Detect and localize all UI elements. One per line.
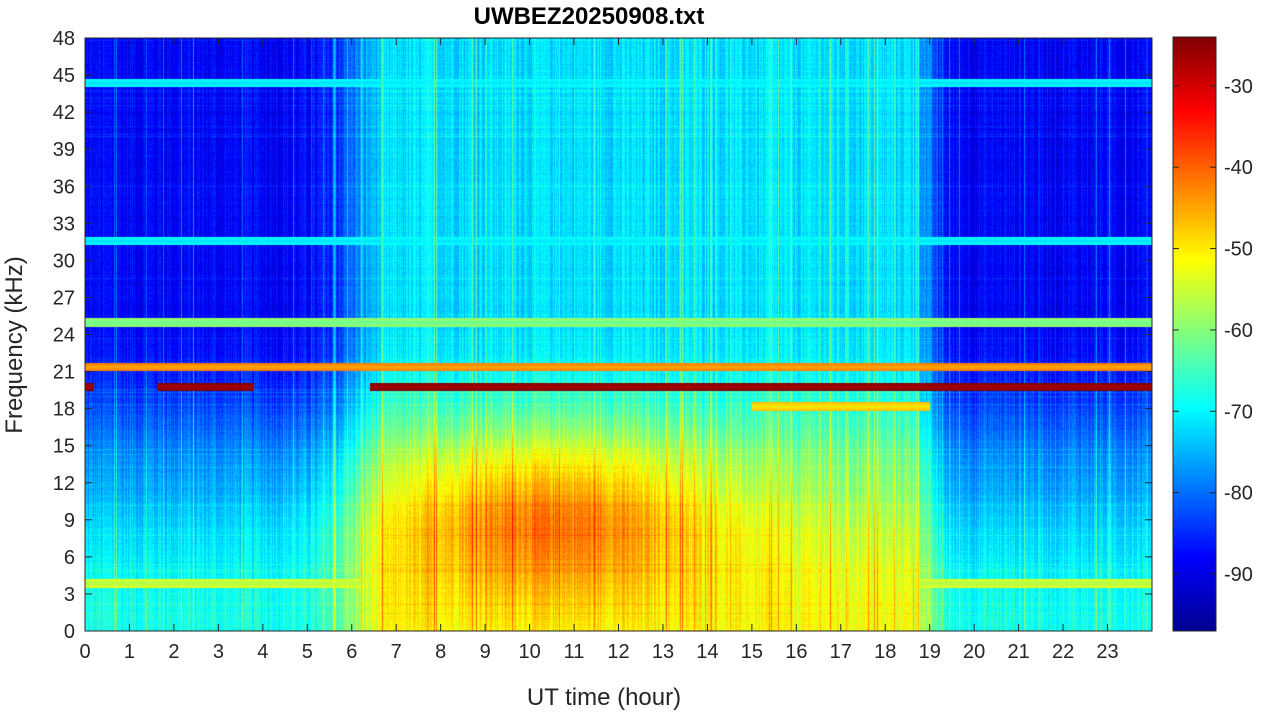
x-tick-label: 19: [919, 641, 941, 663]
x-axis-label: UT time (hour): [527, 684, 681, 711]
y-tick-label: 48: [53, 28, 75, 50]
colorbar-tick-label: -90: [1224, 564, 1253, 586]
y-tick-label: 30: [53, 250, 75, 272]
plot-area: [85, 38, 1152, 631]
y-tick-label: 3: [64, 584, 75, 606]
y-tick-label: 24: [53, 325, 75, 347]
x-axis: 0 1 2 3 4 5 6 7 8 9 10 11 12 13 14 15 16 17 18 19 20 21 22 23: [79, 38, 1119, 663]
x-tick-label: 1: [124, 641, 135, 663]
y-tick-label: 6: [64, 547, 75, 569]
x-tick-label: 15: [741, 641, 763, 663]
colorbar-axis: -90 -80 -70 -60 -50 -40 -30: [1173, 76, 1253, 586]
x-tick-label: 22: [1052, 641, 1074, 663]
x-tick-label: 10: [518, 641, 540, 663]
y-tick-label: 15: [53, 436, 75, 458]
x-tick-label: 4: [257, 641, 268, 663]
heatmap-canvas: [85, 38, 1152, 631]
x-tick-label: 21: [1008, 641, 1030, 663]
y-axis-label: Frequency (kHz): [1, 256, 28, 433]
x-tick-label: 20: [963, 641, 985, 663]
colorbar-tick-label: -70: [1224, 401, 1253, 423]
x-tick-label: 5: [302, 641, 313, 663]
x-tick-label: 12: [607, 641, 629, 663]
y-tick-label: 33: [53, 213, 75, 235]
colorbar-tick-label: -60: [1224, 320, 1253, 342]
x-tick-label: 2: [168, 641, 179, 663]
y-tick-label: 9: [64, 510, 75, 532]
y-tick-label: 18: [53, 399, 75, 421]
x-tick-label: 16: [785, 641, 807, 663]
chart-title: UWBEZ20250908.txt: [474, 3, 705, 30]
y-tick-label: 42: [53, 102, 75, 124]
x-tick-label: 18: [874, 641, 896, 663]
x-tick-label: 0: [79, 641, 90, 663]
y-tick-label: 45: [53, 65, 75, 87]
colorbar: [1172, 36, 1217, 632]
y-tick-label: 0: [64, 621, 75, 643]
y-tick-label: 21: [53, 362, 75, 384]
x-tick-label: 8: [435, 641, 446, 663]
x-tick-label: 7: [391, 641, 402, 663]
colorbar-tick-label: -50: [1224, 239, 1253, 261]
x-tick-label: 14: [696, 641, 718, 663]
x-tick-label: 23: [1096, 641, 1118, 663]
y-tick-label: 27: [53, 287, 75, 309]
x-tick-label: 17: [830, 641, 852, 663]
x-tick-label: 3: [213, 641, 224, 663]
colorbar-tick-label: -30: [1224, 76, 1253, 98]
y-tick-label: 36: [53, 176, 75, 198]
colorbar-tick-label: -80: [1224, 483, 1253, 505]
y-tick-label: 12: [53, 473, 75, 495]
x-tick-label: 11: [564, 641, 585, 663]
x-tick-label: 9: [480, 641, 491, 663]
x-tick-label: 6: [346, 641, 357, 663]
y-tick-label: 39: [53, 139, 75, 161]
colorbar-tick-label: -40: [1224, 157, 1253, 179]
x-tick-label: 13: [652, 641, 674, 663]
